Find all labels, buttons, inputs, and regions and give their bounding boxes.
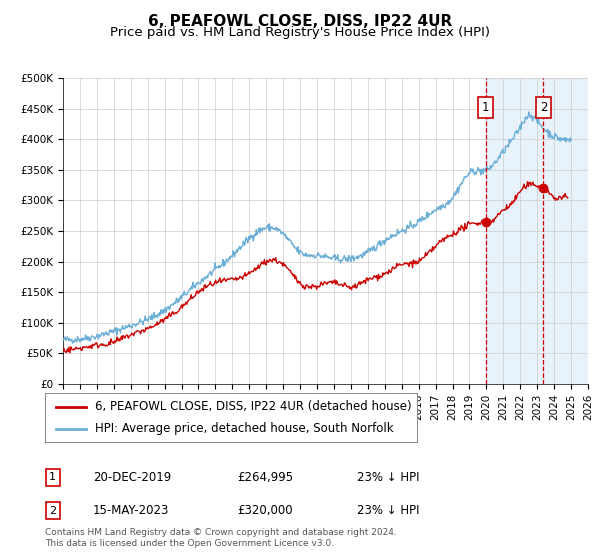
Text: 1: 1 <box>49 472 56 482</box>
Text: £264,995: £264,995 <box>237 470 293 484</box>
Bar <box>486 78 588 384</box>
Text: HPI: Average price, detached house, South Norfolk: HPI: Average price, detached house, Sout… <box>95 422 394 435</box>
Text: 6, PEAFOWL CLOSE, DISS, IP22 4UR (detached house): 6, PEAFOWL CLOSE, DISS, IP22 4UR (detach… <box>95 400 412 413</box>
Text: 15-MAY-2023: 15-MAY-2023 <box>93 504 169 517</box>
Text: 6, PEAFOWL CLOSE, DISS, IP22 4UR: 6, PEAFOWL CLOSE, DISS, IP22 4UR <box>148 14 452 29</box>
Text: Price paid vs. HM Land Registry's House Price Index (HPI): Price paid vs. HM Land Registry's House … <box>110 26 490 39</box>
Text: 1: 1 <box>482 101 490 114</box>
Text: 2: 2 <box>49 506 56 516</box>
Text: 23% ↓ HPI: 23% ↓ HPI <box>357 504 419 517</box>
Text: 23% ↓ HPI: 23% ↓ HPI <box>357 470 419 484</box>
Text: £320,000: £320,000 <box>237 504 293 517</box>
Text: Contains HM Land Registry data © Crown copyright and database right 2024.
This d: Contains HM Land Registry data © Crown c… <box>45 528 397 548</box>
Text: 2: 2 <box>540 101 547 114</box>
Text: 20-DEC-2019: 20-DEC-2019 <box>93 470 171 484</box>
